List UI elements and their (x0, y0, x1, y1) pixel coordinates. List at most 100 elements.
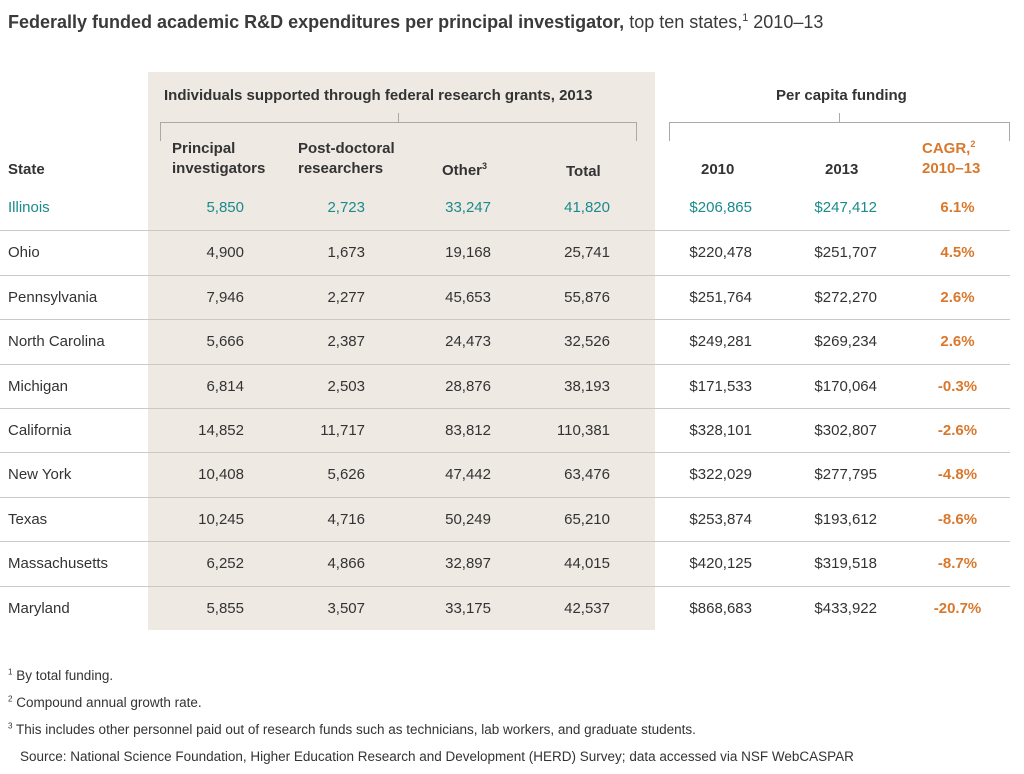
cell-2013: $277,795 (814, 466, 877, 484)
cell-state: Michigan (8, 377, 69, 395)
footnote-3: 3 This includes other personnel paid out… (8, 721, 696, 737)
header-2013: 2013 (825, 161, 859, 178)
cell-principal-investigators: 4,900 (206, 244, 244, 262)
cell-state: Texas (8, 510, 48, 528)
cell-post-doctoral: 11,717 (320, 422, 365, 439)
cell-total: 63,476 (564, 466, 610, 484)
cell-cagr: -4.8% (937, 466, 978, 484)
cell-2010: $868,683 (689, 599, 752, 617)
cell-principal-investigators: 10,408 (198, 466, 244, 484)
table-row: Maryland 5,855 3,507 33,175 42,537 $868,683 $4… (0, 585, 1010, 630)
header-other: Other3 (442, 161, 488, 180)
cell-other: 33,175 (445, 599, 491, 617)
cell-2010: $253,874 (689, 510, 752, 528)
individuals-shaded-panel (148, 72, 655, 630)
cell-total: 42,537 (564, 599, 610, 617)
cell-post-doctoral: 5,626 (327, 466, 365, 484)
cell-cagr: 6.1% (940, 199, 975, 216)
cell-total: 41,820 (564, 199, 610, 216)
cell-2013: $170,064 (814, 377, 877, 395)
bracket-per-capita (669, 113, 1010, 141)
cell-total: 110,381 (556, 422, 610, 439)
header-total: Total (566, 163, 601, 180)
cell-cagr: -8.6% (937, 510, 978, 528)
cell-state: California (8, 422, 72, 439)
source-note: Source: National Science Foundation, Hig… (20, 749, 854, 764)
table-row: North Carolina 5,666 2,387 24,473 32,526 $249… (0, 319, 1010, 363)
cell-principal-investigators: 5,850 (206, 199, 244, 216)
cell-state: North Carolina (8, 333, 105, 351)
cell-other: 28,876 (445, 377, 491, 395)
cell-other: 32,897 (445, 555, 491, 573)
cell-cagr: -8.7% (937, 555, 978, 573)
cell-2013: $433,922 (814, 599, 877, 617)
cell-total: 38,193 (564, 377, 610, 395)
cell-principal-investigators: 6,814 (206, 377, 244, 395)
table-row: Ohio 4,900 1,673 19,168 25,741 $220,478 $251,7… (0, 230, 1010, 274)
cell-state: Illinois (8, 199, 50, 216)
cell-2013: $251,707 (814, 244, 877, 262)
cell-2010: $420,125 (689, 555, 752, 573)
cell-total: 25,741 (564, 244, 610, 262)
cell-state: New York (8, 466, 72, 484)
cell-principal-investigators: 14,852 (198, 422, 244, 439)
cell-state: Ohio (8, 244, 40, 262)
table-row: Illinois 5,850 2,723 33,247 41,820 $206,865 $2… (0, 186, 1010, 230)
footnote-2: 2 Compound annual growth rate. (8, 694, 202, 710)
cell-cagr: -20.7% (933, 599, 982, 617)
cell-post-doctoral: 2,503 (327, 377, 365, 395)
cell-other: 50,249 (445, 510, 491, 528)
table-row: California 14,852 11,717 83,812 110,381 $328,… (0, 408, 1010, 452)
cell-other: 47,442 (445, 466, 491, 484)
cell-principal-investigators: 5,666 (206, 333, 244, 351)
cell-post-doctoral: 2,277 (327, 288, 365, 306)
cell-post-doctoral: 4,716 (327, 510, 365, 528)
cell-other: 83,812 (445, 422, 491, 439)
cell-2013: $272,270 (814, 288, 877, 306)
cell-principal-investigators: 5,855 (206, 599, 244, 617)
header-principal-investigators: Principal investigators (172, 140, 266, 177)
table-row: Texas 10,245 4,716 50,249 65,210 $253,874 $193… (0, 496, 1010, 541)
title-footnote-ref: 1 (742, 12, 749, 24)
cell-total: 32,526 (564, 333, 610, 351)
header-2010: 2010 (701, 161, 735, 178)
cell-post-doctoral: 2,723 (327, 199, 365, 216)
cell-2010: $206,865 (689, 199, 752, 216)
cell-state: Massachusetts (8, 555, 109, 573)
cell-2010: $251,764 (689, 288, 752, 306)
header-post-doctoral: Post-doctoral researchers (298, 140, 395, 177)
footnote-1: 1 By total funding. (8, 667, 114, 683)
cell-2013: $269,234 (814, 333, 877, 351)
bracket-individuals (160, 113, 637, 141)
cell-post-doctoral: 3,507 (327, 599, 365, 617)
cell-cagr: 2.6% (940, 288, 975, 306)
cell-2010: $220,478 (689, 244, 752, 262)
cell-post-doctoral: 1,673 (327, 244, 365, 262)
cell-2010: $171,533 (689, 377, 752, 395)
cell-2013: $247,412 (814, 199, 877, 216)
cell-2013: $302,807 (814, 422, 877, 439)
title-main: Federally funded academic R&D expenditur… (8, 12, 625, 32)
cell-state: Maryland (8, 599, 70, 617)
cell-total: 65,210 (564, 510, 610, 528)
table-row: New York 10,408 5,626 47,442 63,476 $322,029 $… (0, 452, 1010, 496)
cell-post-doctoral: 4,866 (327, 555, 365, 573)
cell-cagr: -0.3% (937, 377, 978, 395)
table-row: Michigan 6,814 2,503 28,876 38,193 $171,533 $1… (0, 363, 1010, 408)
cell-state: Pennsylvania (8, 288, 98, 306)
chart-title: Federally funded academic R&D expenditur… (8, 12, 823, 33)
cell-other: 33,247 (445, 199, 491, 216)
group-label-individuals: Individuals supported through federal re… (164, 87, 593, 104)
cell-principal-investigators: 7,946 (206, 288, 244, 306)
title-years: 2010–13 (748, 12, 824, 32)
cell-other: 19,168 (445, 244, 491, 262)
cell-total: 44,015 (564, 555, 610, 573)
table-row: Massachusetts 6,252 4,866 32,897 44,015 $420,… (0, 541, 1010, 585)
cell-principal-investigators: 6,252 (206, 555, 244, 573)
header-state: State (8, 161, 45, 178)
cell-2010: $322,029 (689, 466, 752, 484)
group-label-per-capita: Per capita funding (776, 87, 907, 104)
cell-other: 24,473 (445, 333, 491, 351)
cell-2010: $249,281 (689, 333, 752, 351)
cell-other: 45,653 (445, 288, 491, 306)
